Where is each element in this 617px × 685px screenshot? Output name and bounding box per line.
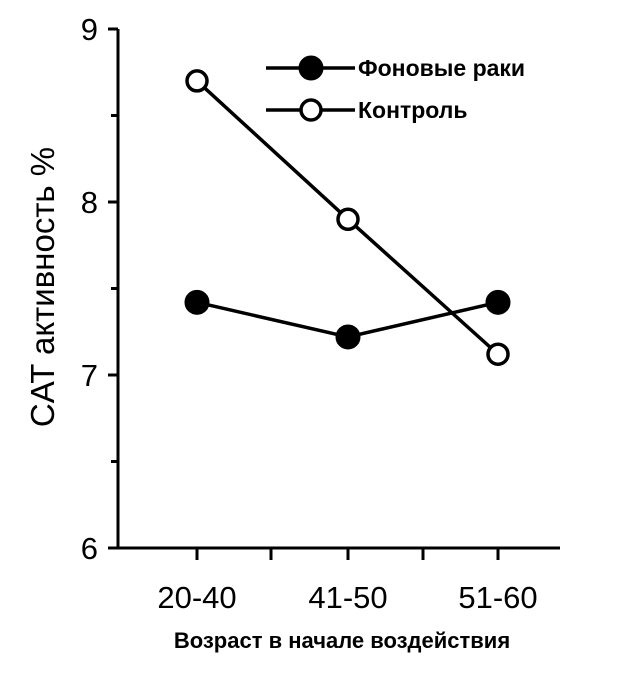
data-point-2-41-50 (336, 207, 360, 232)
legend-marker-1 (298, 55, 324, 81)
x-tick-label-51-60: 51-60 (458, 580, 537, 615)
y-axis-title: CAT активность % (24, 147, 61, 427)
y-tick-label-8: 8 (81, 185, 98, 220)
data-point-1-20-40 (184, 289, 210, 315)
y-tick-label-6: 6 (81, 531, 98, 566)
data-point-1-41-50 (335, 324, 361, 350)
legend: Фоновые раки Контроль (266, 55, 525, 123)
data-point-1-51-60 (485, 289, 511, 315)
data-point-2-51-60 (486, 342, 510, 366)
axes (116, 29, 560, 550)
y-tick-label-9: 9 (81, 12, 98, 47)
x-tick-label-20-40: 20-40 (157, 580, 236, 615)
legend-label-2: Контроль (358, 97, 468, 123)
legend-label-1: Фоновые раки (358, 55, 525, 81)
series-points (184, 69, 511, 366)
ticks: 6 7 8 9 20-40 41-50 51-60 (81, 12, 538, 615)
x-axis-title: Возраст в начале воздействия (174, 628, 510, 653)
y-tick-label-7: 7 (81, 358, 98, 393)
x-tick-label-41-50: 41-50 (308, 580, 387, 615)
legend-marker-2 (299, 98, 323, 122)
data-point-2-20-40 (185, 69, 209, 93)
